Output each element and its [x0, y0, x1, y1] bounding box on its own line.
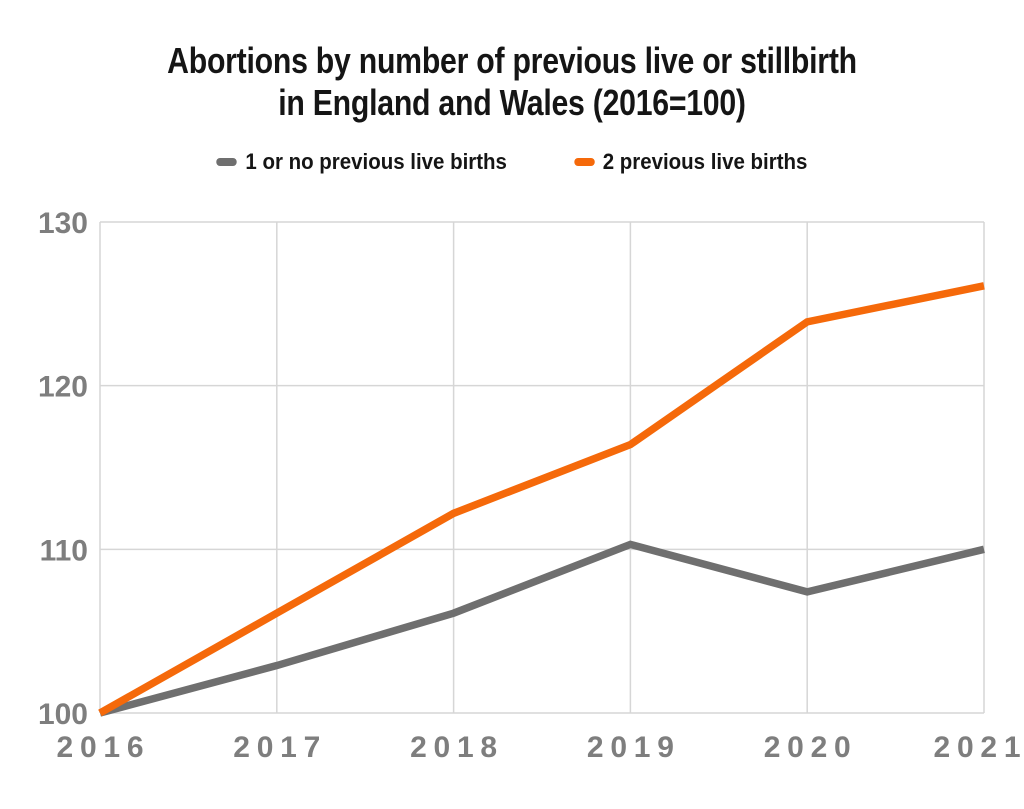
x-tick-label: 2021: [934, 731, 1021, 764]
x-tick-label: 2016: [57, 731, 144, 764]
series-line: [99, 540, 985, 717]
legend-label: 1 or no previous live births: [245, 149, 507, 174]
x-tick-label: 2019: [587, 731, 674, 764]
x-tick-label: 2018: [410, 731, 497, 764]
x-tick-label: 2020: [764, 731, 851, 764]
legend-swatch-icon: [573, 158, 595, 166]
legend-item-1-or-no-previous: 1 or no previous live births: [216, 149, 507, 175]
chart-title: Abortions by number of previous live or …: [82, 40, 942, 124]
chart-title-line-1: Abortions by number of previous live or …: [167, 40, 857, 81]
y-tick-label: 100: [38, 698, 88, 731]
legend-label: 2 previous live births: [602, 149, 808, 174]
chart-title-line-2: in England and Wales (2016=100): [278, 82, 746, 123]
y-tick-label: 130: [38, 207, 88, 240]
y-tick-label: 110: [40, 534, 88, 567]
series-line: [98, 282, 985, 717]
y-tick-label: 120: [38, 371, 88, 404]
legend-item-2-previous: 2 previous live births: [573, 149, 808, 175]
x-tick-label: 2017: [233, 731, 320, 764]
chart-legend: 1 or no previous live births 2 previous …: [36, 149, 988, 175]
legend-swatch-icon: [216, 158, 238, 166]
